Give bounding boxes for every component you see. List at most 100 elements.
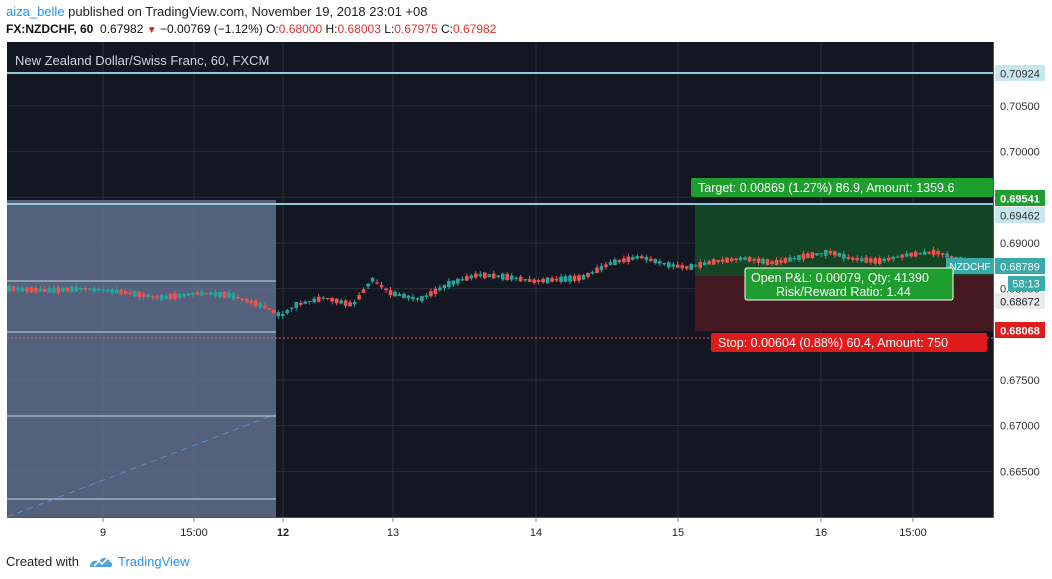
candle-body bbox=[25, 287, 29, 292]
candle-body bbox=[846, 256, 851, 259]
target-zone[interactable] bbox=[695, 204, 993, 276]
publish-info: aiza_belle published on TradingView.com,… bbox=[6, 4, 427, 19]
candle-body bbox=[806, 253, 810, 259]
ticker-badge-label: NZDCHF bbox=[949, 262, 990, 273]
candle-body bbox=[128, 292, 132, 295]
candle-body bbox=[922, 251, 927, 255]
price-tag-entry-label: 0.68672 bbox=[1000, 297, 1040, 309]
candle-body bbox=[47, 288, 52, 293]
candle-body bbox=[833, 251, 837, 256]
candle-body bbox=[743, 257, 747, 260]
tradingview-link[interactable]: TradingView bbox=[118, 554, 190, 569]
candle-body bbox=[222, 291, 227, 298]
candle-body bbox=[824, 249, 828, 256]
range-box[interactable] bbox=[7, 200, 276, 517]
candle-body bbox=[137, 291, 141, 298]
candle-body bbox=[352, 301, 357, 305]
candle-body bbox=[29, 287, 34, 293]
candle-body bbox=[218, 292, 222, 297]
candle-body bbox=[523, 279, 527, 281]
candle-body bbox=[563, 276, 568, 282]
tradingview-logo-icon[interactable] bbox=[88, 553, 114, 569]
candle-body bbox=[240, 298, 245, 300]
price-tag-level-label: 0.69462 bbox=[1000, 211, 1040, 223]
open-value: 0.68000 bbox=[278, 22, 323, 36]
candle-body bbox=[316, 296, 321, 302]
high-value: 0.68003 bbox=[337, 22, 381, 36]
price-chart[interactable]: New Zealand Dollar/Swiss Franc, 60, FXCM… bbox=[0, 42, 1052, 552]
candle-body bbox=[114, 289, 119, 294]
candle-body bbox=[577, 275, 581, 281]
candle-body bbox=[429, 291, 433, 297]
candle-body bbox=[465, 276, 469, 281]
candle-body bbox=[635, 255, 640, 259]
candle-body bbox=[258, 303, 263, 308]
price-tag-level: 0.69462 bbox=[995, 207, 1045, 223]
price-tag-stop: 0.68068 bbox=[995, 322, 1045, 338]
x-tick-label: 9 bbox=[100, 527, 106, 539]
candle-body bbox=[303, 301, 308, 304]
candle-body bbox=[473, 273, 478, 278]
candle-body bbox=[469, 275, 474, 279]
candle-body bbox=[177, 293, 182, 298]
stop-label-box[interactable]: Stop: 0.00604 (0.88%) 60.4, Amount: 750 bbox=[711, 333, 987, 352]
target-label-box[interactable]: Target: 0.00869 (1.27%) 86.9, Amount: 13… bbox=[691, 178, 993, 197]
candle-body bbox=[61, 287, 65, 292]
candle-body bbox=[711, 259, 716, 265]
candle-body bbox=[307, 300, 312, 303]
candle-body bbox=[536, 280, 541, 282]
trend-line[interactable] bbox=[7, 413, 277, 517]
candle-body bbox=[420, 296, 424, 302]
price-tag-stop-label: 0.68068 bbox=[1000, 326, 1040, 338]
candle-body bbox=[298, 302, 303, 305]
candle-body bbox=[774, 259, 779, 266]
candle-body bbox=[657, 261, 662, 264]
candle-body bbox=[482, 272, 487, 279]
candle-body bbox=[236, 297, 240, 299]
candle-body bbox=[918, 252, 922, 255]
candle-body bbox=[873, 258, 878, 264]
candle-body bbox=[895, 256, 900, 258]
candle-body bbox=[496, 275, 501, 278]
candle-body bbox=[438, 287, 442, 291]
x-tick-label: 16 bbox=[815, 527, 827, 539]
candle-body bbox=[285, 310, 290, 314]
time-axis[interactable] bbox=[7, 518, 994, 548]
candle-body bbox=[456, 278, 460, 284]
candle-body bbox=[734, 258, 738, 261]
candle-body bbox=[927, 251, 931, 254]
y-tick-label: 0.67000 bbox=[1000, 421, 1040, 433]
candle-body bbox=[487, 274, 492, 278]
candle-body bbox=[545, 277, 550, 284]
author-link[interactable]: aiza_belle bbox=[6, 4, 65, 19]
candle-body bbox=[204, 292, 209, 295]
candle-body bbox=[684, 266, 689, 269]
x-tick-label: 15:00 bbox=[180, 527, 208, 539]
candle-body bbox=[752, 259, 756, 261]
candle-body bbox=[186, 293, 191, 296]
candle-body bbox=[532, 279, 536, 283]
candle-body bbox=[842, 253, 846, 259]
ohlc-line: FX:NZDCHF, 60 0.67982 ▼ −0.00769 (−1.12%… bbox=[6, 22, 496, 36]
candle-body bbox=[882, 258, 887, 262]
candle-body bbox=[460, 279, 465, 281]
chart-header: aiza_belle published on TradingView.com,… bbox=[0, 0, 1052, 42]
candle-body bbox=[725, 257, 729, 263]
close-value: 0.67982 bbox=[452, 22, 497, 36]
candle-body bbox=[38, 288, 43, 292]
candle-body bbox=[788, 257, 792, 262]
candle-body bbox=[527, 279, 532, 282]
candle-body bbox=[689, 263, 694, 270]
candle-body bbox=[361, 289, 366, 293]
candle-body bbox=[132, 291, 137, 297]
candle-body bbox=[20, 287, 25, 292]
candle-body bbox=[945, 253, 949, 258]
candle-body bbox=[599, 265, 604, 271]
candle-body bbox=[931, 249, 936, 256]
candle-body bbox=[384, 288, 388, 291]
candle-body bbox=[276, 312, 281, 317]
candle-body bbox=[424, 295, 429, 297]
pnl-label-box[interactable]: Open P&L: 0.00079, Qty: 41390 Risk/Rewar… bbox=[744, 267, 954, 301]
candle-body bbox=[765, 259, 770, 265]
candle-body bbox=[388, 289, 393, 296]
